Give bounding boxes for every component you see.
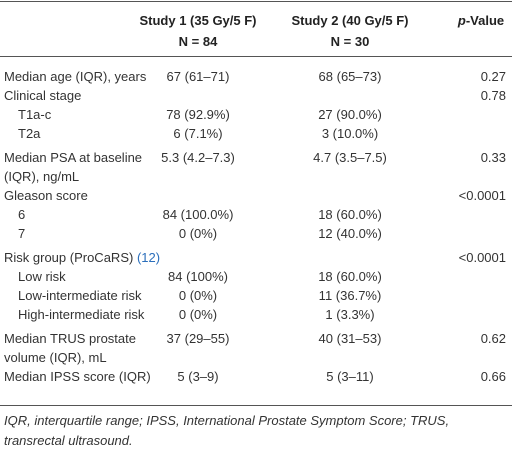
- p-value: <0.0001: [458, 188, 506, 203]
- column-n: N = 30: [330, 34, 370, 49]
- cell: 1 (3.3%): [325, 307, 375, 322]
- row-label: Median PSA at baseline: [4, 150, 143, 165]
- column-title: Study 2 (40 Gy/5 F): [291, 13, 409, 28]
- p-value: 0.66: [480, 369, 506, 384]
- rule: [0, 1, 512, 2]
- p-value-header-part: -Value: [465, 13, 505, 28]
- cell: 18 (60.0%): [318, 269, 382, 284]
- row-label: Median IPSS score (IQR): [4, 369, 151, 384]
- row-label: Risk group (ProCaRS) (12): [4, 250, 161, 265]
- footnote: IQR, interquartile range; IPSS, Internat…: [4, 413, 450, 428]
- cell: 5.3 (4.2–7.3): [161, 150, 235, 165]
- p-value: 0.78: [480, 88, 506, 103]
- row-label: (IQR), ng/mL: [4, 169, 80, 184]
- p-value: <0.0001: [458, 250, 506, 265]
- row-label: High-intermediate risk: [18, 307, 145, 322]
- footnote: transrectal ultrasound.: [4, 433, 133, 448]
- cell: 84 (100%): [168, 269, 228, 284]
- column-n: N = 84: [178, 34, 218, 49]
- cell: 37 (29–55): [166, 331, 230, 346]
- p-value-header-part: p: [457, 13, 466, 28]
- row-label: T1a-c: [18, 107, 52, 122]
- p-value: 0.27: [480, 69, 506, 84]
- row-label: Gleason score: [4, 188, 88, 203]
- row-label: Low risk: [18, 269, 66, 284]
- cell: 5 (3–9): [177, 369, 219, 384]
- p-value-header: p-Value: [458, 11, 504, 30]
- row-label: Median age (IQR), years: [4, 69, 147, 84]
- cell: 0 (0%): [178, 288, 218, 303]
- cell: 40 (31–53): [318, 331, 382, 346]
- cell: 12 (40.0%): [318, 226, 382, 241]
- column-title: Study 1 (35 Gy/5 F): [139, 13, 257, 28]
- rule: [0, 56, 512, 57]
- citation-link[interactable]: (12): [136, 250, 161, 265]
- p-value: 0.62: [480, 331, 506, 346]
- cell: 68 (65–73): [318, 69, 382, 84]
- cell: 27 (90.0%): [318, 107, 382, 122]
- row-label: T2a: [18, 126, 41, 141]
- cell: 0 (0%): [178, 226, 218, 241]
- row-label: volume (IQR), mL: [4, 350, 107, 365]
- row-label: Median TRUS prostate: [4, 331, 136, 346]
- cell: 78 (92.9%): [166, 107, 230, 122]
- row-label: Low-intermediate risk: [18, 288, 142, 303]
- cell: 5 (3–11): [326, 369, 374, 384]
- cell: 67 (61–71): [166, 69, 230, 84]
- cell: 6 (7.1%): [173, 126, 223, 141]
- row-label: 7: [18, 226, 26, 241]
- cell: 3 (10.0%): [321, 126, 379, 141]
- cell: 0 (0%): [178, 307, 218, 322]
- cell: 18 (60.0%): [318, 207, 382, 222]
- row-label: 6: [18, 207, 26, 222]
- row-label: Clinical stage: [4, 88, 82, 103]
- rule: [0, 405, 512, 406]
- cell: 11 (36.7%): [318, 288, 382, 303]
- p-value: 0.33: [480, 150, 506, 165]
- cell: 4.7 (3.5–7.5): [313, 150, 387, 165]
- cell: 84 (100.0%): [162, 207, 234, 222]
